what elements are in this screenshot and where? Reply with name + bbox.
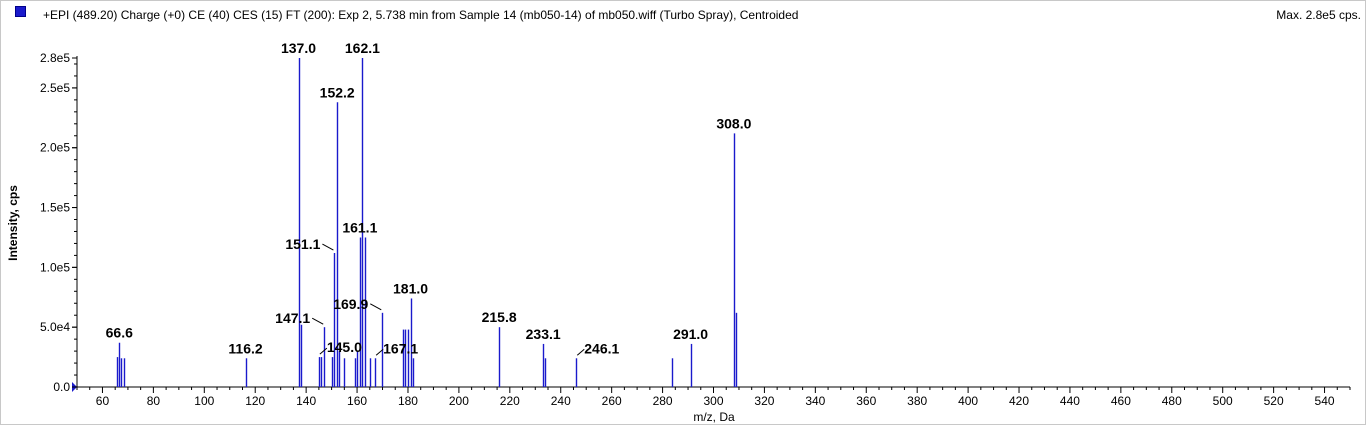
x-tick-label: 520 [1264,394,1284,408]
x-tick-label: 160 [347,394,367,408]
x-tick-label: 100 [194,394,214,408]
peak-label-leader [319,347,328,355]
peak-label: 162.1 [345,40,380,56]
x-tick-label: 480 [1162,394,1182,408]
y-axis-title: Intensity, cps [6,185,20,261]
peak-label-leader [375,348,384,356]
x-tick-label: 200 [449,394,469,408]
x-tick-label: 80 [147,394,161,408]
x-tick-label: 340 [805,394,825,408]
x-tick-label: 400 [958,394,978,408]
y-tick-label: 5.0e4 [40,320,70,334]
x-tick-label: 260 [602,394,622,408]
peak-label-leader [322,243,334,251]
peak-label-leader [311,317,324,325]
y-tick-label: 2.5e5 [40,81,70,95]
peak-label: 233.1 [526,326,561,342]
y-tick-label: 2.8e5 [40,51,70,65]
peak-label: 246.1 [584,340,619,356]
x-tick-label: 420 [1009,394,1029,408]
axes: 60 80 100 120 140 160 180 200 220 240 260 280 300 320… [40,51,1351,408]
peak-label: 116.2 [228,340,262,356]
spectrum-title: +EPI (489.20) Charge (+0) CE (40) CES (1… [43,8,799,22]
chart-header: +EPI (489.20) Charge (+0) CE (40) CES (1… [0,0,1366,30]
peak-label: 66.6 [106,325,133,341]
x-tick-label: 540 [1315,394,1335,408]
x-tick-label: 380 [907,394,927,408]
peak-label: 145.0 [327,339,362,355]
x-tick-label: 300 [703,394,723,408]
peak-label: 308.0 [716,115,751,131]
x-tick-label: 180 [398,394,418,408]
peak-label: 291.0 [673,326,708,342]
y-tick-label: 1.0e5 [40,260,70,274]
y-tick-label: 0.0 [53,380,70,394]
peak-label: 152.2 [320,84,355,100]
peak-label: 169.9 [333,296,368,312]
x-tick-label: 440 [1060,394,1080,408]
x-tick-label: 240 [551,394,571,408]
peak-label: 137.0 [281,40,316,56]
max-intensity-label: Max. 2.8e5 cps. [1276,8,1361,22]
y-tick-label: 2.0e5 [40,141,70,155]
peak-label: 167.1 [383,340,418,356]
series-color-swatch[interactable] [15,6,26,17]
peaks [116,58,738,387]
peak-label-leader [576,348,585,356]
x-tick-label: 320 [754,394,774,408]
x-axis-title: m/z, Da [693,410,735,424]
x-tick-label: 120 [245,394,265,408]
peak-label: 161.1 [342,219,377,235]
peak-label: 215.8 [482,309,517,325]
y-tick-label: 1.5e5 [40,201,70,215]
peak-label-leader [370,303,382,311]
x-tick-label: 360 [856,394,876,408]
x-tick-label: 500 [1213,394,1233,408]
peak-label: 151.1 [285,236,320,252]
peak-labels: 66.6 116.2 137.0 162.1 152.2 151.1 161.1 147.1 1… [106,40,752,356]
x-tick-label: 140 [296,394,316,408]
x-tick-label: 280 [653,394,673,408]
peak-label: 147.1 [275,310,310,326]
x-tick-label: 460 [1111,394,1131,408]
x-tick-label: 60 [96,394,110,408]
x-tick-label: 220 [500,394,520,408]
peak-label: 181.0 [393,280,428,296]
